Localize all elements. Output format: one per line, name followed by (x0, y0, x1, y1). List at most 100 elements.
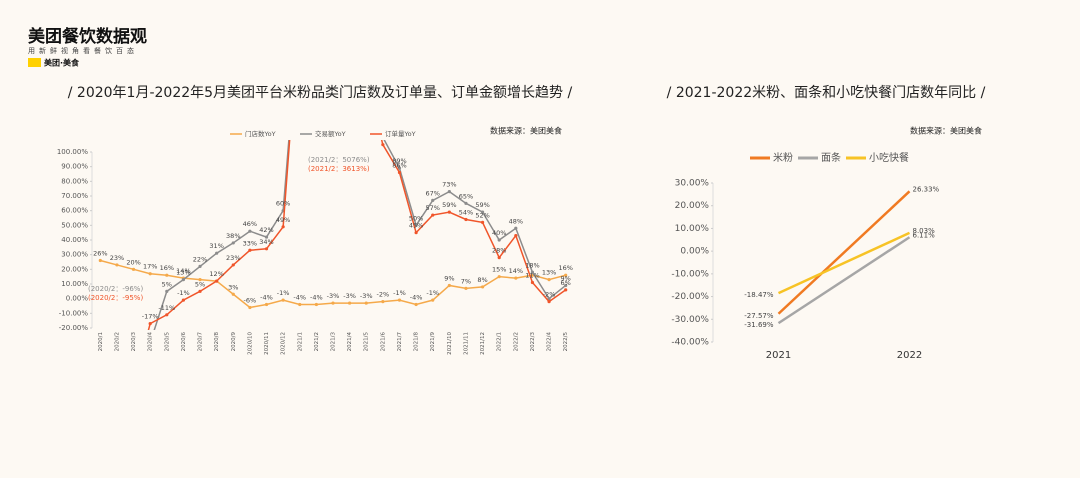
data-label: 12% (209, 270, 223, 278)
point (131, 267, 136, 271)
data-label: 31% (209, 242, 223, 250)
data-label: 15% (492, 266, 506, 274)
y-tick-label: -20.00% (671, 292, 709, 302)
y-tick-label: 0.00% (680, 247, 709, 257)
point (348, 4, 351, 7)
point (198, 264, 202, 268)
point (547, 297, 551, 301)
x-tick-label: 2020/2 (114, 332, 120, 351)
slogan: 用新鲜视角看餐饮百态 (28, 46, 138, 55)
data-label: 28% (492, 247, 506, 255)
data-label: -2% (543, 291, 556, 299)
data-label: 14% (509, 267, 523, 275)
point (348, 301, 352, 305)
point (181, 298, 186, 302)
data-label: -4% (293, 294, 306, 302)
data-label: 9% (444, 274, 454, 282)
line (777, 231, 911, 295)
point (530, 270, 535, 274)
x-tick-label: 2020/7 (198, 332, 204, 352)
data-label: 11% (525, 272, 539, 280)
y-tick-label: -20.00% (59, 324, 89, 332)
point (431, 213, 435, 217)
legend-label: 订单量YoY (385, 129, 416, 138)
point (314, 302, 318, 307)
x-tick-label: 2020/4 (148, 332, 154, 352)
chart-title: / 2021-2022米粉、面条和小吃快餐门店数年同比 / (667, 84, 986, 101)
data-label: 6% (561, 279, 571, 287)
point (497, 256, 501, 260)
point (148, 272, 152, 276)
point (115, 263, 119, 267)
data-label: -3% (360, 292, 373, 300)
point (365, 77, 368, 80)
point (480, 285, 485, 289)
x-tick-label: 2021 (766, 350, 791, 361)
point (381, 136, 384, 139)
y-tick-label: 20.00% (61, 265, 88, 273)
point (331, 301, 335, 305)
data-label: 7% (461, 277, 471, 285)
data-label: 50% (409, 214, 423, 222)
x-tick-label: 2021/3 (331, 332, 337, 352)
point (215, 251, 219, 255)
point (148, 322, 152, 326)
data-label: 16% (558, 264, 572, 272)
point (497, 238, 501, 242)
y-tick-label: -10.00% (671, 269, 709, 279)
data-label: 26.33% (913, 185, 940, 193)
point (530, 280, 535, 285)
point (364, 301, 368, 305)
data-label: 67% (425, 189, 439, 197)
data-label: 13% (176, 269, 190, 277)
x-tick-label: 2022/1 (497, 332, 503, 351)
point (464, 201, 468, 205)
x-tick-label: 2022/4 (547, 332, 553, 352)
x-tick-label: 2021/1 (297, 332, 303, 351)
y-tick-label: 0.00% (66, 295, 89, 303)
x-tick-label: 2020/6 (181, 332, 187, 352)
data-label: -4% (410, 294, 423, 302)
data-label: -1% (277, 289, 290, 297)
point (365, 77, 368, 80)
point (298, 302, 302, 307)
x-tick-label: 2022/5 (563, 332, 569, 352)
point (547, 278, 551, 282)
point (198, 289, 202, 293)
legend-label: 门店数YoY (245, 129, 276, 138)
y-tick-label: -30.00% (671, 315, 709, 325)
data-label: 13% (542, 269, 556, 277)
data-label: -3% (327, 292, 340, 300)
point (198, 278, 202, 282)
brand: 美团餐饮数据观 (28, 26, 147, 47)
data-label: 6.11% (913, 231, 936, 239)
annotation: (2020/2：-95%) (88, 294, 143, 302)
point (98, 258, 102, 263)
plot (777, 190, 911, 325)
point (447, 190, 451, 194)
data-label: -2% (377, 291, 390, 299)
x-tick-label: 2022 (897, 350, 922, 361)
x-tick-label: 2020/10 (247, 332, 253, 355)
legend-label: 小吃快餐 (869, 151, 909, 164)
point (414, 302, 418, 307)
line (777, 236, 911, 325)
data-label: 23% (226, 254, 240, 262)
data-label: 17% (143, 263, 157, 271)
logo-icon (28, 58, 41, 67)
point (231, 292, 235, 296)
data-label: 86% (392, 162, 406, 170)
data-label: -1% (426, 289, 439, 297)
y-tick-label: 50.00% (61, 221, 88, 229)
data-label: -1% (177, 289, 190, 297)
x-tick-label: 2021/10 (447, 332, 453, 355)
data-label: 5% (162, 280, 172, 288)
point (231, 263, 235, 267)
annotation: (2020/2：-96%) (88, 285, 143, 293)
point (514, 226, 518, 230)
y-tick-label: -10.00% (59, 309, 89, 317)
point (264, 235, 269, 239)
point (298, 4, 301, 7)
x-tick-label: 2020/5 (164, 332, 170, 352)
